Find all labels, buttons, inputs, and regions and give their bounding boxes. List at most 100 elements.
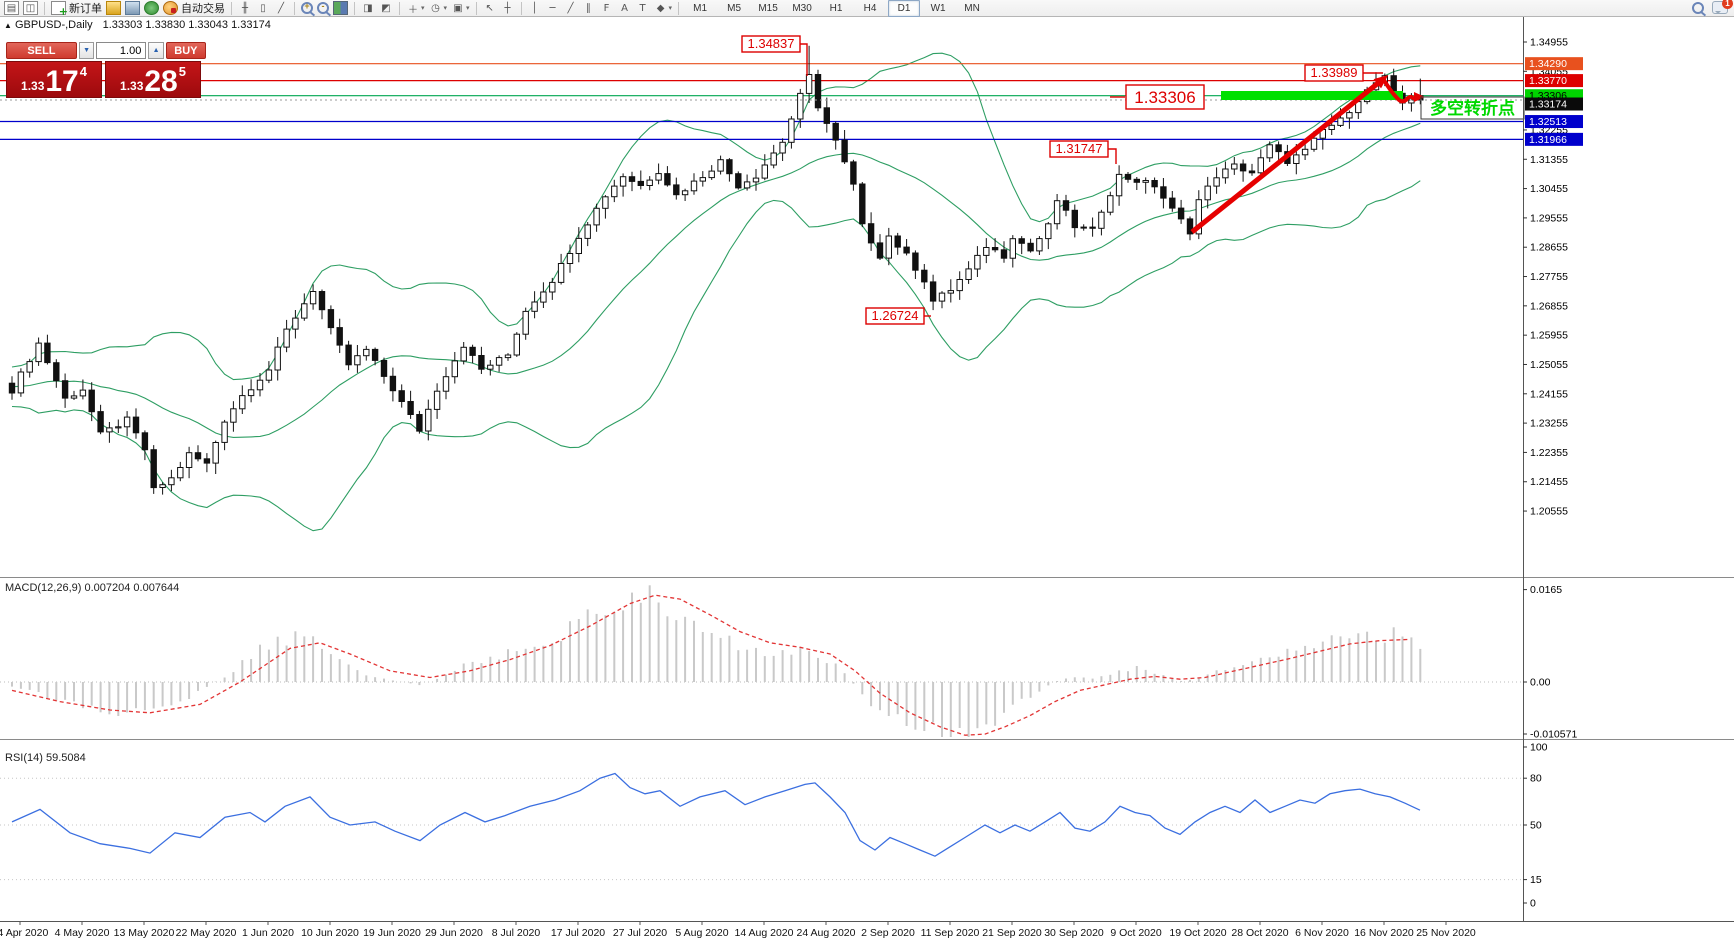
low-label-nov[interactable]: 1.31747 xyxy=(1049,140,1117,164)
rsi-label: RSI(14) 59.5084 xyxy=(5,752,86,764)
new-order-icon[interactable]: 新订单 xyxy=(49,1,104,18)
arrows-icon[interactable]: ◆ ▾ xyxy=(652,1,675,16)
timeframe-MN[interactable]: MN xyxy=(964,2,980,14)
vertical-line-icon[interactable]: │ xyxy=(526,1,544,16)
svg-text:17 Jul 2020: 17 Jul 2020 xyxy=(551,927,605,939)
high-label-25nov[interactable]: 1.33989 xyxy=(1304,64,1383,82)
bar-chart-icon[interactable]: ╫ xyxy=(236,1,254,16)
buy-price-button[interactable]: 1.33 28 5 xyxy=(105,61,201,98)
arrange-windows-icon[interactable]: ◨ xyxy=(359,1,377,16)
market-depth-icon[interactable] xyxy=(104,1,123,16)
svg-text:24 Apr 2020: 24 Apr 2020 xyxy=(0,927,48,939)
zoom-out-icon: - xyxy=(317,1,329,14)
timeframe-toolbar: M1 M5 M15 M30 H1 H4 D1 W1 MN xyxy=(683,0,989,17)
chart-preview-icon[interactable]: ◫ xyxy=(21,1,40,16)
bollinger-bands xyxy=(11,52,1421,532)
sell-price-prefix: 1.33 xyxy=(21,79,45,93)
svg-text:4 May 2020: 4 May 2020 xyxy=(55,927,110,939)
svg-text:27 Jul 2020: 27 Jul 2020 xyxy=(613,927,667,939)
autotrading-icon[interactable]: 自动交易 xyxy=(161,1,227,16)
tile-windows-icon[interactable] xyxy=(331,1,350,16)
sell-price-button[interactable]: 1.33 17 4 xyxy=(6,61,102,98)
svg-text:1.31747: 1.31747 xyxy=(1056,141,1103,156)
terminal-icon[interactable] xyxy=(123,1,142,16)
svg-text:1.27755: 1.27755 xyxy=(1530,271,1568,283)
add-indicator-icon: ＋ xyxy=(408,4,418,16)
market-depth-icon xyxy=(106,1,121,15)
svg-text:1.31355: 1.31355 xyxy=(1530,154,1568,166)
timeframe-H1[interactable]: H1 xyxy=(829,2,843,14)
toolbar-separator xyxy=(520,1,522,15)
notification-badge: 1 xyxy=(1722,0,1733,9)
crosshair-icon: ┼ xyxy=(504,2,511,14)
chart-header: ▲ GBPUSD-,Daily 1.33303 1.33830 1.33043 … xyxy=(4,19,271,31)
svg-text:1.25055: 1.25055 xyxy=(1530,359,1568,371)
svg-text:多空转折点: 多空转折点 xyxy=(1430,98,1515,118)
chat-icon[interactable]: 1 xyxy=(1712,0,1733,14)
candle-chart-icon[interactable]: ▯ xyxy=(254,1,272,16)
signals-icon[interactable] xyxy=(142,1,161,16)
period-icon[interactable]: ◷ ▾ xyxy=(427,1,450,16)
buy-button[interactable]: BUY xyxy=(165,42,207,59)
timeframe-H4[interactable]: H4 xyxy=(863,2,877,14)
timeframe-M15[interactable]: M15 xyxy=(758,2,778,14)
terminal-icon xyxy=(125,1,140,15)
label-icon[interactable]: T xyxy=(634,1,652,16)
timeframe-M30[interactable]: M30 xyxy=(792,2,812,14)
zoom-out-icon[interactable]: - xyxy=(315,1,331,16)
svg-text:19 Oct 2020: 19 Oct 2020 xyxy=(1169,927,1226,939)
svg-text:1.20555: 1.20555 xyxy=(1530,506,1568,518)
low-label-23sep[interactable]: 1.26724 xyxy=(865,307,931,325)
sell-price-pip: 4 xyxy=(79,64,87,79)
buy-price-prefix: 1.33 xyxy=(120,79,144,93)
zoom-in-icon: + xyxy=(301,1,313,14)
search-icon[interactable] xyxy=(1692,1,1704,14)
template-icon[interactable]: ▣ ▾ xyxy=(449,1,472,16)
note-text[interactable]: 多空转折点 xyxy=(1420,96,1525,120)
track-chart-icon[interactable]: ◩ xyxy=(377,1,395,16)
trendline-icon[interactable]: ╱ xyxy=(562,1,580,16)
collapse-icon[interactable]: ▲ xyxy=(4,21,12,30)
support-label[interactable]: 1.33306 xyxy=(1110,84,1205,110)
timeframe-W1[interactable]: W1 xyxy=(930,2,946,14)
line-chart-icon[interactable]: ╱ xyxy=(272,1,290,16)
dropdown-caret-icon: ▾ xyxy=(668,5,673,12)
svg-text:-0.010571: -0.010571 xyxy=(1530,729,1577,741)
zoom-in-icon[interactable]: + xyxy=(299,1,315,16)
horizontal-line-icon[interactable]: ─ xyxy=(544,1,562,16)
trend-arrow[interactable] xyxy=(1190,75,1425,234)
svg-text:1.33174: 1.33174 xyxy=(1529,99,1567,111)
svg-text:1.22355: 1.22355 xyxy=(1530,447,1568,459)
buy-price-pip: 5 xyxy=(178,64,186,79)
text-icon[interactable]: A xyxy=(616,1,634,16)
arrows-icon: ◆ xyxy=(656,2,665,14)
add-indicator-icon[interactable]: ＋ ▾ xyxy=(404,1,427,16)
svg-text:1 Jun 2020: 1 Jun 2020 xyxy=(242,927,294,939)
support-band[interactable] xyxy=(1221,91,1403,100)
svg-text:50: 50 xyxy=(1530,820,1542,832)
svg-text:10 Jun 2020: 10 Jun 2020 xyxy=(301,927,359,939)
high-label-1sep[interactable]: 1.34837 xyxy=(741,35,808,76)
cursor-icon[interactable]: ↖ xyxy=(481,1,499,16)
svg-text:1.26855: 1.26855 xyxy=(1530,300,1568,312)
vertical-line-icon: │ xyxy=(531,2,538,14)
dropdown-caret-icon: ▾ xyxy=(443,5,448,12)
svg-text:1.33306: 1.33306 xyxy=(1134,88,1195,107)
sell-button[interactable]: SELL xyxy=(6,42,77,59)
timeframe-D1[interactable]: D1 xyxy=(888,0,921,17)
fibonacci-icon[interactable]: F xyxy=(598,1,616,16)
timeframe-M1[interactable]: M1 xyxy=(693,2,708,14)
market-watch-icon[interactable]: ▤ xyxy=(2,1,21,16)
macd-label: MACD(12,26,9) 0.007204 0.007644 xyxy=(5,582,180,594)
crosshair-icon[interactable]: ┼ xyxy=(499,1,517,16)
autotrading-icon-label: 自动交易 xyxy=(181,3,225,15)
volume-input[interactable] xyxy=(96,42,147,59)
channel-icon[interactable]: ∥ xyxy=(580,1,598,16)
timeframe-M5[interactable]: M5 xyxy=(727,2,742,14)
volume-decrease-button[interactable]: ▼ xyxy=(78,42,95,59)
volume-increase-button[interactable]: ▲ xyxy=(148,42,164,59)
svg-text:80: 80 xyxy=(1530,773,1542,785)
svg-text:9 Oct 2020: 9 Oct 2020 xyxy=(1110,927,1162,939)
